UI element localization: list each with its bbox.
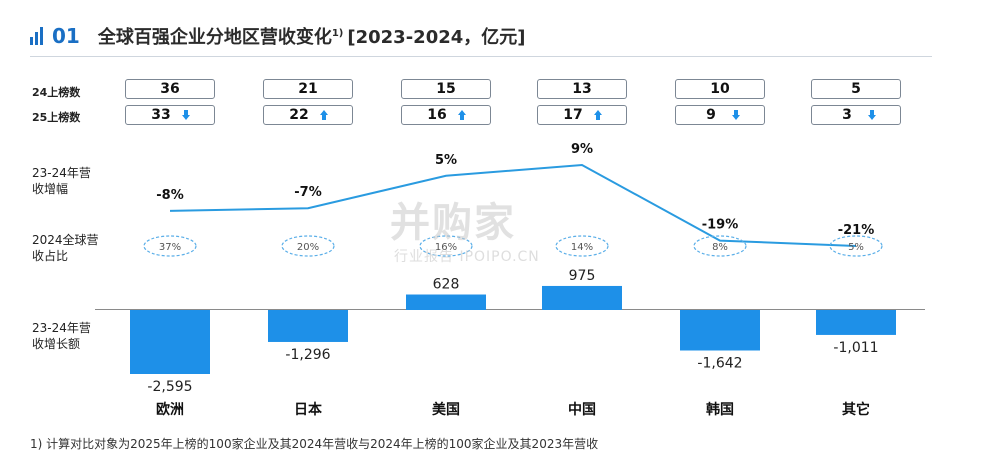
- growth-rate-label: -7%: [294, 185, 321, 200]
- rank-2024-box: 15: [401, 79, 491, 99]
- growth-rate-label: 9%: [571, 142, 593, 157]
- category-label: 中国: [568, 401, 596, 418]
- arrow-up-icon: [458, 110, 466, 120]
- title-text: 全球百强企业分地区营收变化: [97, 27, 332, 48]
- arrow-down-icon: [182, 110, 190, 120]
- share-label: 16%: [435, 242, 457, 253]
- header-divider: [30, 56, 932, 57]
- bar-chart-icon: [30, 27, 43, 45]
- rank-2025-value: 17: [563, 107, 583, 123]
- growth-amount-label: -1,011: [833, 340, 878, 356]
- growth-rate-label: 23-24年营收增幅: [32, 166, 91, 196]
- share-label: 37%: [159, 242, 181, 253]
- share-label: 5%: [848, 242, 864, 253]
- share-label: 8%: [712, 242, 728, 253]
- rank-2025-box: 3: [811, 105, 901, 125]
- growth-rate-label: -21%: [838, 223, 875, 238]
- rank-2024-value: 36: [160, 81, 180, 97]
- growth-rate-label: -19%: [702, 218, 739, 233]
- rank-2024-value: 5: [851, 81, 861, 97]
- category-label: 美国: [432, 401, 460, 418]
- rank-2024-box: 13: [537, 79, 627, 99]
- rank-2024-label: 24上榜数: [32, 86, 81, 99]
- rank-2025-value: 33: [151, 107, 171, 123]
- rank-2024-box: 10: [675, 79, 765, 99]
- growth-amount-bar: [268, 310, 348, 342]
- rank-2025-box: 22: [263, 105, 353, 125]
- rank-2025-value: 16: [427, 107, 447, 123]
- arrow-down-icon: [868, 110, 876, 120]
- share-ellipse: [419, 235, 473, 257]
- share-ellipse: [693, 235, 747, 257]
- growth-amount-bar: [406, 294, 486, 310]
- growth-amount-label: -1,642: [697, 355, 742, 371]
- growth-amount-label: 975: [569, 268, 596, 284]
- footnote: 1) 计算对比对象为2025年上榜的100家企业及其2024年营收与2024年上…: [30, 437, 599, 451]
- growth-rate-label: 5%: [435, 153, 457, 168]
- rank-2025-box: 9: [675, 105, 765, 125]
- rank-2025-box: 33: [125, 105, 215, 125]
- rank-2025-value: 3: [842, 107, 852, 123]
- share-ellipse: [281, 235, 335, 257]
- share-ellipse: [829, 235, 883, 257]
- rank-2025-value: 22: [289, 107, 309, 123]
- category-label: 韩国: [706, 401, 734, 418]
- share-label: 20%: [297, 242, 319, 253]
- share-label: 2024全球营收占比: [32, 233, 99, 263]
- growth-amount-bar: [542, 285, 622, 310]
- share-ellipse: [143, 235, 197, 257]
- arrow-up-icon: [320, 110, 328, 120]
- rank-2024-box: 21: [263, 79, 353, 99]
- rank-2025-box: 16: [401, 105, 491, 125]
- rank-2025-box: 17: [537, 105, 627, 125]
- rank-2024-box: 36: [125, 79, 215, 99]
- share-label: 14%: [571, 242, 593, 253]
- rank-2024-value: 21: [298, 81, 318, 97]
- rank-2024-value: 10: [710, 81, 730, 97]
- growth-amount-bar: [816, 310, 896, 335]
- growth-amount-bar: [680, 310, 760, 351]
- share-ellipse: [555, 235, 609, 257]
- section-number: 01: [52, 24, 80, 48]
- page-title: 全球百强企业分地区营收变化1): [98, 23, 344, 49]
- rank-2024-value: 13: [572, 81, 592, 97]
- rank-2024-value: 15: [436, 81, 456, 97]
- growth-amount-label: 23-24年营收增长额: [32, 321, 91, 351]
- growth-rate-label: -8%: [156, 188, 183, 203]
- category-label: 其它: [842, 401, 870, 418]
- title-footnote-mark: 1): [331, 28, 344, 39]
- rank-2025-label: 25上榜数: [32, 111, 81, 124]
- growth-amount-label: -2,595: [147, 379, 192, 395]
- rank-2025-value: 9: [706, 107, 716, 123]
- category-label: 欧洲: [156, 401, 184, 418]
- arrow-down-icon: [732, 110, 740, 120]
- growth-rate-line: [169, 163, 857, 247]
- rank-2024-box: 5: [811, 79, 901, 99]
- growth-amount-label: -1,296: [285, 347, 330, 363]
- arrow-up-icon: [594, 110, 602, 120]
- growth-amount-label: 628: [433, 277, 460, 293]
- growth-amount-bar: [130, 310, 210, 374]
- header: 01 全球百强企业分地区营收变化1) [2023-2024，亿元]: [30, 20, 526, 52]
- title-unit: [2023-2024，亿元]: [347, 27, 526, 48]
- category-label: 日本: [294, 401, 323, 418]
